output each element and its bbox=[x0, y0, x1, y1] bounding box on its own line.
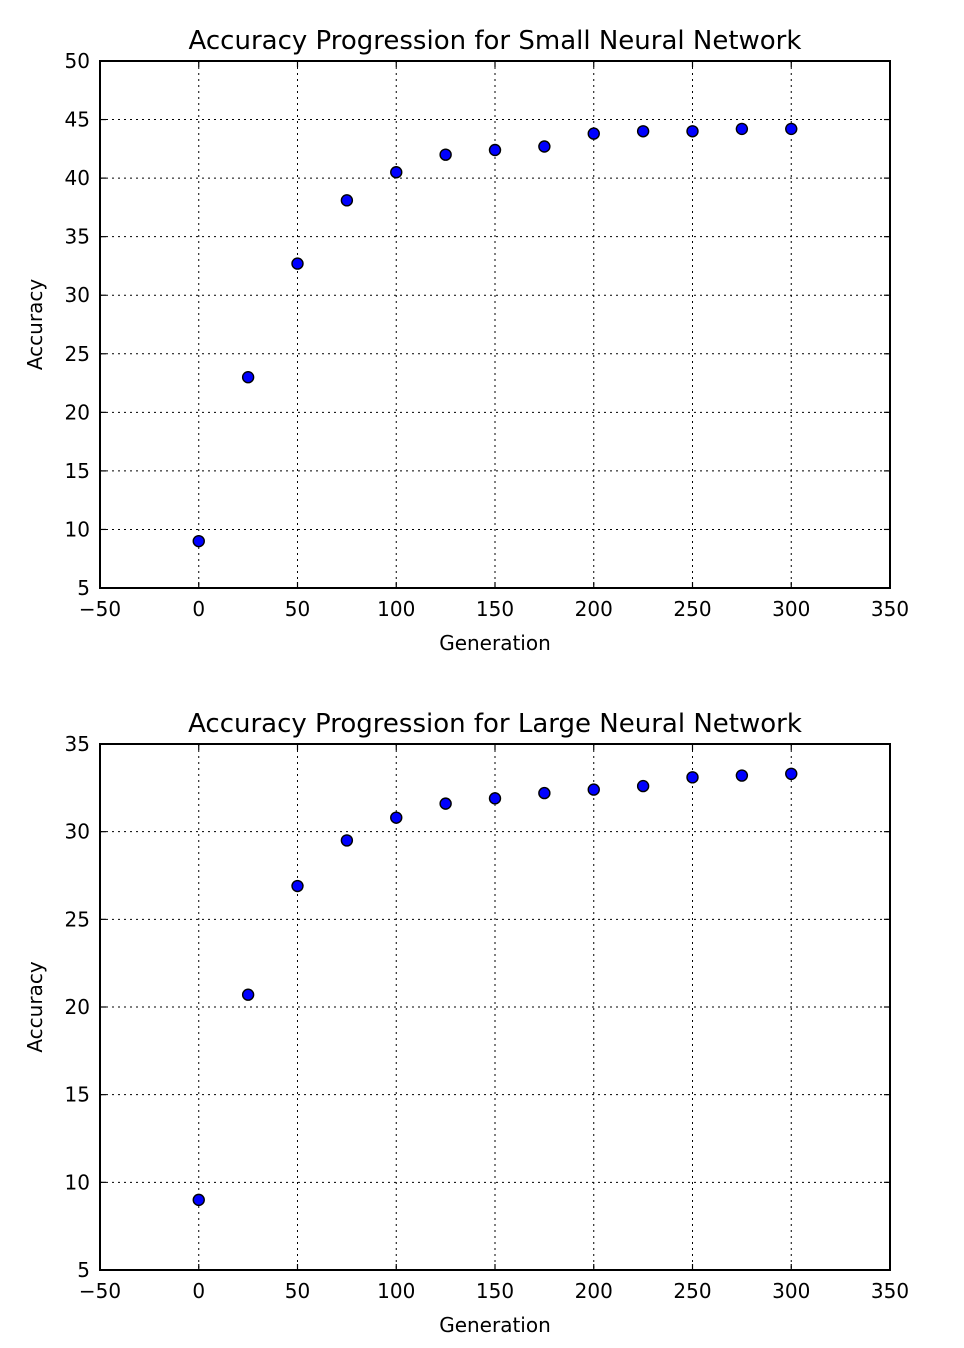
data-point bbox=[735, 122, 749, 136]
x-tick-label: 350 bbox=[871, 1279, 909, 1303]
data-point bbox=[291, 257, 304, 270]
y-tick-label: 45 bbox=[65, 108, 90, 132]
y-tick-label: 35 bbox=[65, 732, 90, 756]
chart-panel-1: −50 0 50 100 150 200 250 300 350 5 10 15 20 25 30 35 40 4… bbox=[23, 26, 909, 655]
data-point bbox=[538, 140, 551, 153]
data-point bbox=[735, 769, 749, 782]
y-tick-label: 40 bbox=[65, 166, 90, 190]
chart-panel-2: −50 0 50 100 150 200 250 300 350 5 10 15 20 25 30 35 Acc… bbox=[23, 709, 909, 1337]
x-tick-label: 0 bbox=[192, 1279, 205, 1303]
y-tick-label: 15 bbox=[65, 459, 90, 483]
data-point bbox=[340, 194, 354, 207]
chart-title: Accuracy Progression for Large Neural Ne… bbox=[188, 709, 802, 739]
plot-frame bbox=[99, 60, 891, 589]
y-tick-label: 20 bbox=[65, 400, 90, 424]
chart-title: Accuracy Progression for Small Neural Ne… bbox=[189, 26, 802, 56]
data-point bbox=[785, 122, 798, 136]
y-tick-label: 15 bbox=[65, 1083, 90, 1107]
data-point bbox=[241, 371, 255, 384]
data-point bbox=[340, 834, 354, 847]
data-point bbox=[587, 127, 600, 140]
y-tick-label: 25 bbox=[65, 907, 90, 931]
data-point bbox=[488, 143, 502, 157]
y-tick-label: 30 bbox=[65, 283, 90, 307]
data-point bbox=[291, 879, 304, 893]
x-tick-label: 250 bbox=[673, 597, 711, 621]
data-point bbox=[686, 771, 699, 784]
y-tick-label: 50 bbox=[65, 49, 90, 73]
data-point bbox=[488, 792, 502, 805]
data-point bbox=[538, 786, 551, 800]
x-tick-label: 0 bbox=[192, 597, 205, 621]
x-tick-label: 100 bbox=[377, 597, 415, 621]
y-tick-label: 35 bbox=[65, 225, 90, 249]
x-tick-label: 150 bbox=[476, 597, 514, 621]
y-tick-label: 10 bbox=[65, 1170, 90, 1194]
data-point bbox=[390, 166, 403, 179]
y-tick-label: 20 bbox=[65, 995, 90, 1019]
data-point bbox=[390, 811, 403, 824]
x-axis-label: Generation bbox=[439, 631, 551, 655]
data-point bbox=[192, 1193, 205, 1207]
plot-frame bbox=[99, 743, 891, 1271]
data-point bbox=[439, 148, 452, 161]
x-tick-label: 350 bbox=[871, 597, 909, 621]
x-tick-label: 300 bbox=[772, 1279, 810, 1303]
x-tick-label: 150 bbox=[476, 1279, 514, 1303]
x-tick-label: 200 bbox=[575, 1279, 613, 1303]
data-point bbox=[636, 125, 650, 138]
x-tick-label: 300 bbox=[772, 597, 810, 621]
x-tick-label: 50 bbox=[285, 597, 310, 621]
x-tick-label: 50 bbox=[285, 1279, 310, 1303]
data-point bbox=[785, 767, 798, 781]
x-tick-label: −50 bbox=[79, 597, 121, 621]
data-point bbox=[686, 125, 699, 138]
y-axis-label: Accuracy bbox=[23, 961, 47, 1052]
x-tick-label: 200 bbox=[575, 597, 613, 621]
data-point bbox=[192, 534, 205, 548]
y-tick-label: 5 bbox=[77, 576, 90, 600]
data-point bbox=[241, 988, 255, 1001]
data-point bbox=[587, 783, 600, 796]
x-tick-label: 250 bbox=[673, 1279, 711, 1303]
x-tick-label: 100 bbox=[377, 1279, 415, 1303]
y-tick-label: 25 bbox=[65, 342, 90, 366]
data-point bbox=[439, 797, 452, 810]
x-tick-label: −50 bbox=[79, 1279, 121, 1303]
data-point bbox=[636, 779, 650, 793]
y-tick-label: 5 bbox=[77, 1258, 90, 1282]
x-axis-label: Generation bbox=[439, 1313, 551, 1337]
y-axis-label: Accuracy bbox=[23, 279, 47, 370]
y-tick-label: 30 bbox=[65, 820, 90, 844]
y-tick-label: 10 bbox=[65, 517, 90, 541]
